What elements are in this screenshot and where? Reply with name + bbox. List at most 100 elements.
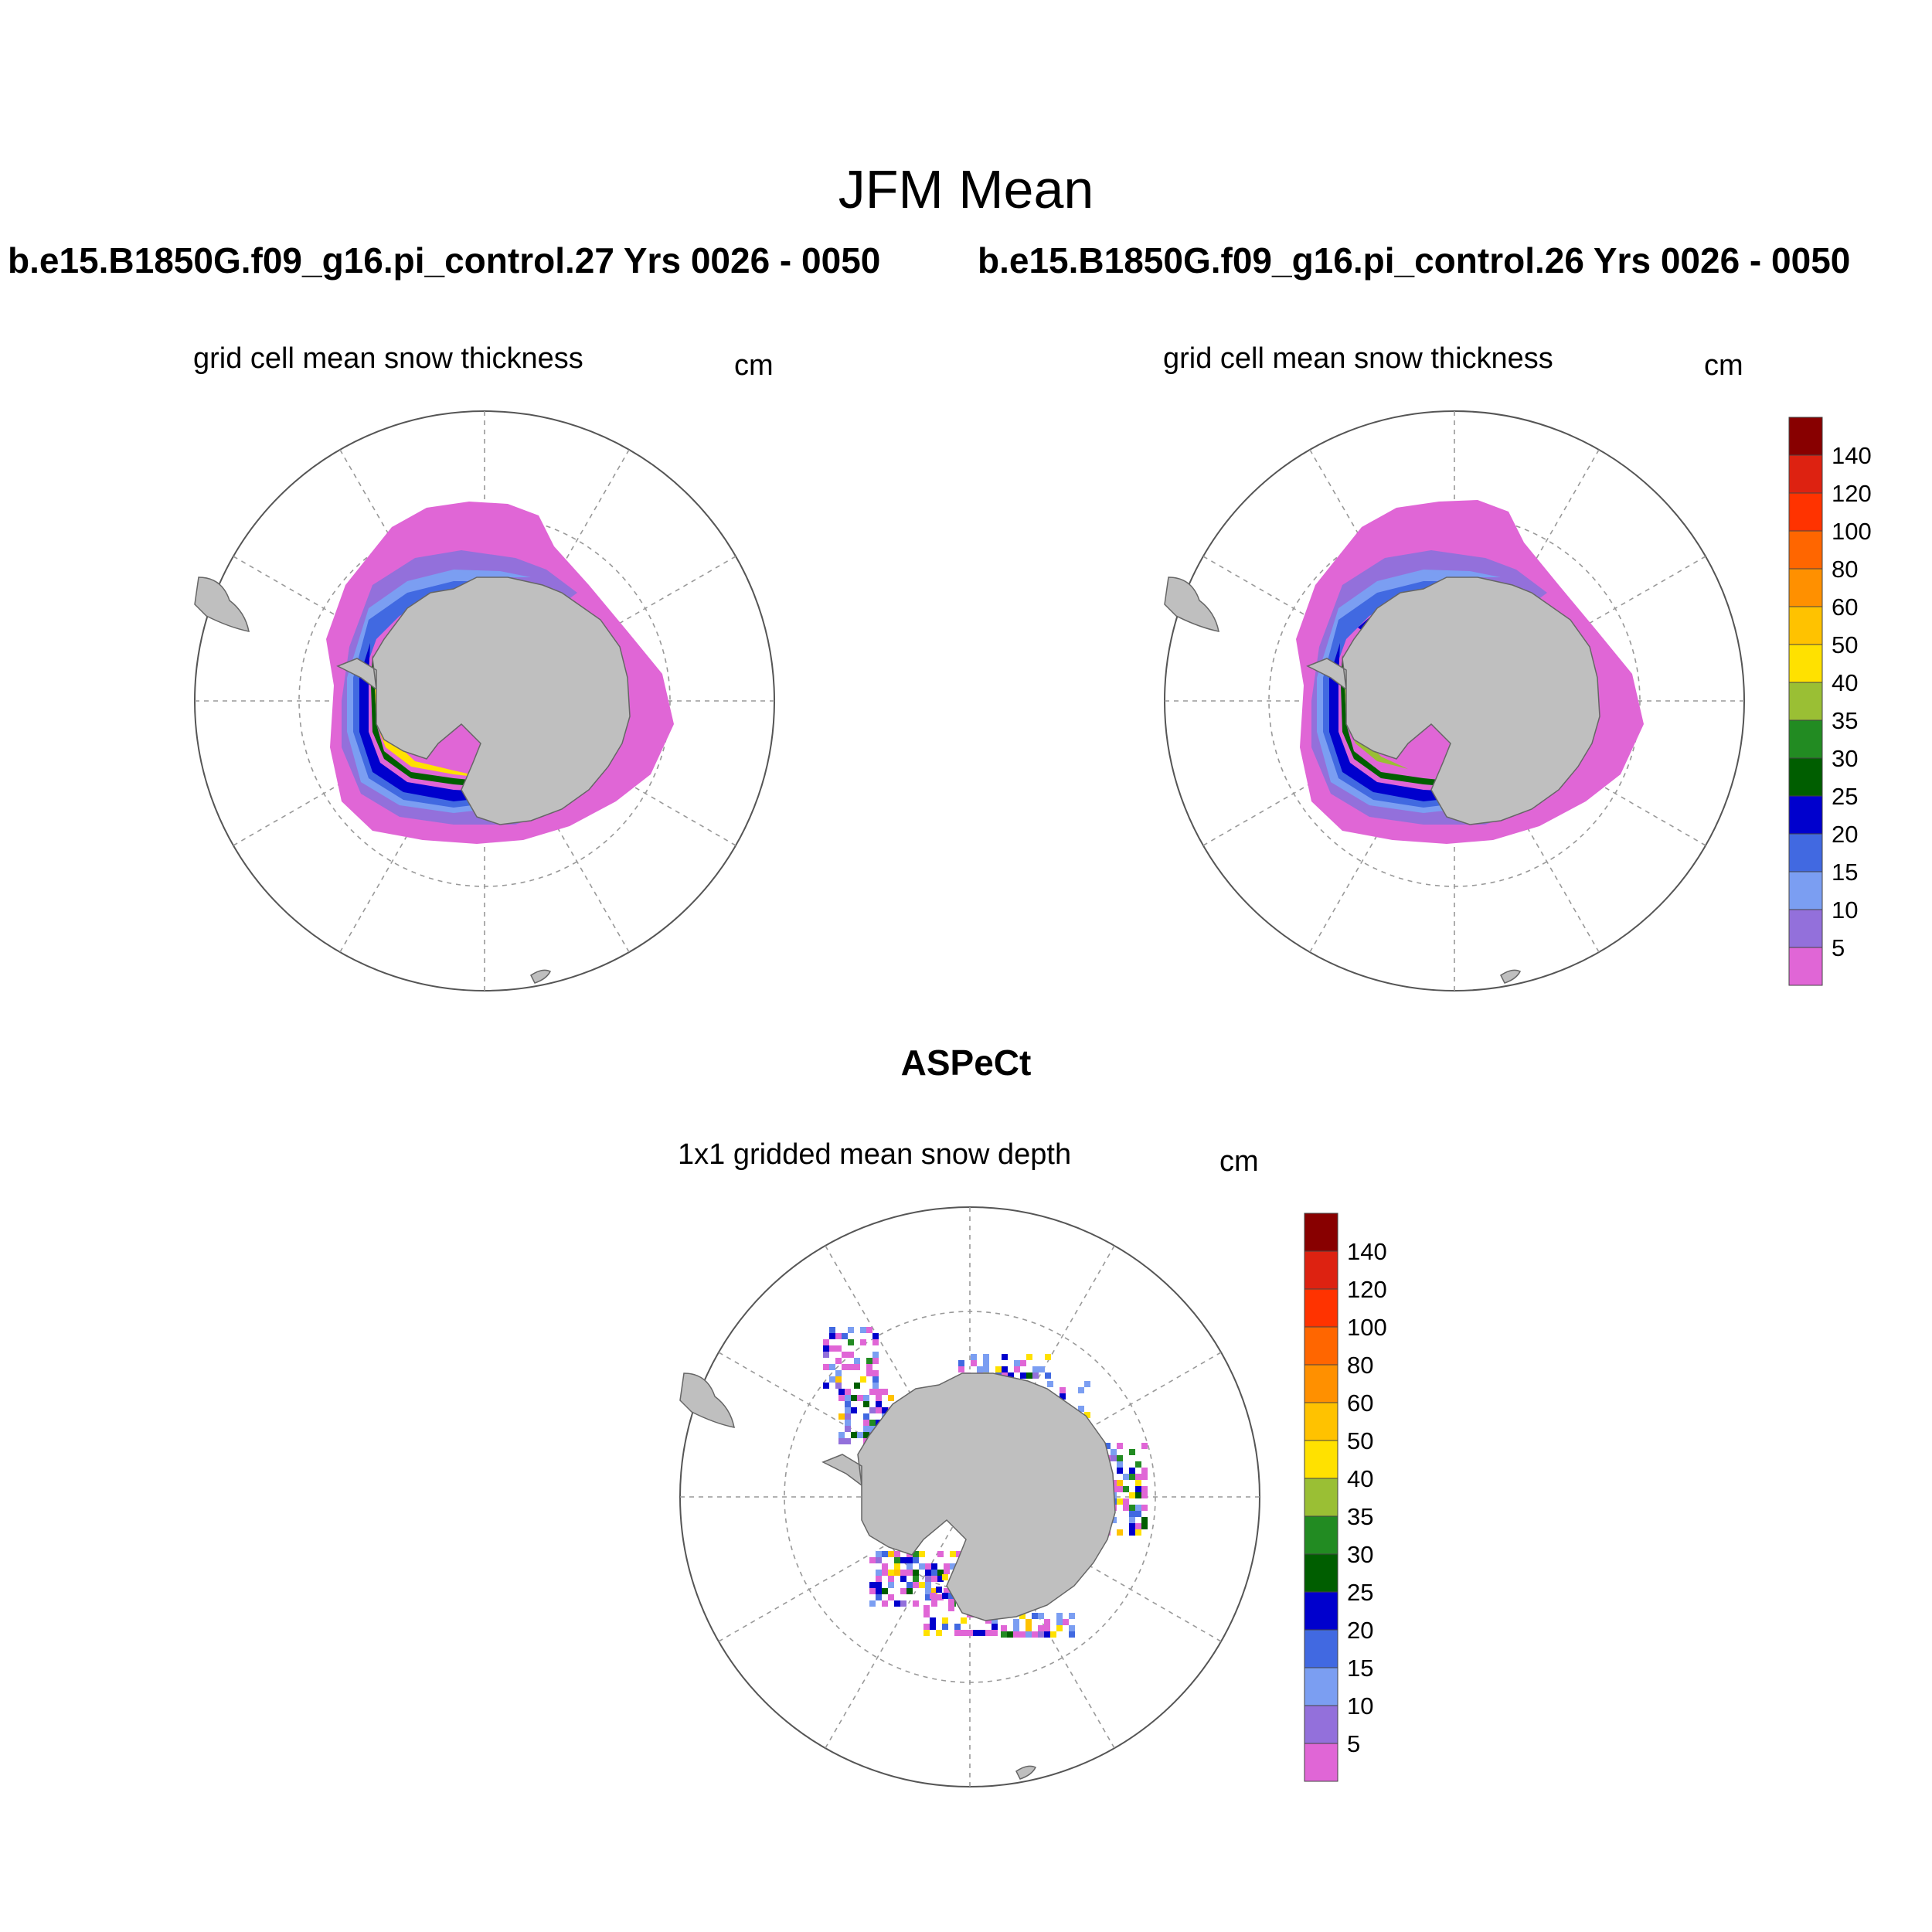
colorbar-swatch: [1304, 1326, 1338, 1366]
obs-pixel: [863, 1395, 869, 1401]
obs-pixel: [1019, 1613, 1026, 1619]
obs-pixel: [1129, 1523, 1135, 1529]
obs-pixel: [1063, 1619, 1069, 1625]
colorbar-top: 5 10 15 20 25 30 35 40 50 60 80 100 120 140: [1788, 417, 1872, 986]
obs-pixel: [913, 1594, 919, 1600]
obs-pixel: [882, 1551, 888, 1557]
obs-pixel: [964, 1360, 971, 1366]
obs-pixel: [838, 1389, 845, 1395]
obs-pixel: [872, 1370, 879, 1376]
obs-pixel: [1129, 1511, 1135, 1517]
colorbar-label: 15: [1832, 859, 1858, 886]
obs-pixel: [876, 1395, 882, 1401]
obs-pixel: [995, 1366, 1002, 1372]
colorbar-swatch: [1304, 1705, 1338, 1744]
obs-pixel: [937, 1551, 944, 1557]
obs-pixel: [842, 1352, 848, 1358]
colorbar-label: 25: [1832, 783, 1858, 810]
obs-pixel: [860, 1327, 866, 1333]
obs-pixel: [906, 1594, 913, 1600]
obs-pixel: [863, 1426, 869, 1432]
obs-pixel: [971, 1360, 977, 1366]
obs-pixel: [876, 1570, 882, 1576]
colorbar-swatch: [1304, 1288, 1338, 1328]
obs-pixel: [950, 1551, 956, 1557]
obs-pixel: [1069, 1613, 1075, 1619]
obs-pixel: [869, 1600, 876, 1607]
obs-pixel: [961, 1630, 967, 1636]
obs-pixel: [1123, 1486, 1129, 1492]
colorbar-label: 120: [1832, 480, 1872, 507]
obs-pixel: [913, 1576, 919, 1582]
obs-pixel: [876, 1413, 882, 1420]
obs-pixel: [1141, 1486, 1148, 1492]
obs-pixel: [930, 1593, 936, 1599]
colorbar-swatch: [1788, 795, 1823, 835]
colorbar-label: 50: [1347, 1427, 1373, 1454]
obs-pixel: [925, 1551, 931, 1557]
obs-pixel: [1117, 1498, 1123, 1505]
obs-pixel: [923, 1630, 930, 1636]
obs-pixel: [919, 1582, 925, 1588]
obs-pixel: [942, 1593, 948, 1599]
obs-pixel: [1056, 1619, 1063, 1625]
map-panel-model-27: [194, 410, 775, 992]
obs-pixel: [954, 1630, 961, 1636]
obs-pixel: [1129, 1449, 1135, 1455]
obs-pixel: [882, 1407, 888, 1413]
obs-pixel: [961, 1617, 967, 1624]
obs-pixel: [1060, 1393, 1066, 1400]
obs-pixel: [823, 1339, 829, 1345]
obs-pixel: [979, 1630, 985, 1636]
obs-pixel: [931, 1570, 937, 1576]
obs-pixel: [1078, 1406, 1084, 1412]
obs-pixel: [866, 1370, 872, 1376]
obs-pixel: [1123, 1474, 1129, 1480]
obs-pixel: [1141, 1511, 1148, 1517]
obs-pixel: [835, 1383, 842, 1389]
obs-pixel: [882, 1570, 888, 1576]
obs-pixel: [1026, 1354, 1032, 1360]
obs-pixel: [869, 1551, 876, 1557]
obs-pixel: [900, 1576, 906, 1582]
colorbar-label: 35: [1832, 707, 1858, 734]
obs-pixel: [1001, 1631, 1007, 1638]
colorbar-swatch: [1304, 1250, 1338, 1290]
colorbar-label: 10: [1347, 1692, 1373, 1719]
colorbar-swatch: [1788, 833, 1823, 872]
obs-pixel: [845, 1407, 851, 1413]
colorbar-label: 10: [1832, 896, 1858, 923]
obs-pixel: [845, 1413, 851, 1420]
obs-pixel: [1084, 1412, 1090, 1418]
obs-pixel: [829, 1345, 835, 1352]
obs-pixel: [954, 1624, 961, 1630]
obs-pixel: [983, 1354, 989, 1360]
obs-pixel: [942, 1624, 948, 1630]
obs-pixel: [1026, 1360, 1032, 1366]
obs-pixel: [838, 1438, 845, 1444]
obs-pixel: [1044, 1625, 1050, 1631]
map-panel-model-26: [1164, 410, 1745, 992]
obs-pixel: [925, 1563, 931, 1570]
obs-pixel: [1069, 1625, 1075, 1631]
obs-pixel: [1135, 1511, 1141, 1517]
obs-pixel: [1084, 1381, 1090, 1387]
obs-pixel: [872, 1352, 879, 1358]
obs-pixel: [900, 1557, 906, 1563]
obs-pixel: [925, 1570, 931, 1576]
obs-pixel: [1123, 1498, 1129, 1505]
obs-pixel: [992, 1617, 998, 1624]
obs-pixel: [876, 1407, 882, 1413]
obs-pixel: [1008, 1372, 1014, 1379]
colorbar-swatch: [1304, 1364, 1338, 1403]
obs-pixel: [1117, 1455, 1123, 1461]
obs-pixel: [863, 1401, 869, 1407]
colorbar-label: 20: [1347, 1617, 1373, 1644]
obs-pixel: [1013, 1625, 1019, 1631]
obs-pixel: [958, 1366, 964, 1372]
colorbar-swatch: [1304, 1402, 1338, 1441]
obs-pixel: [1117, 1443, 1123, 1449]
obs-pixel: [1039, 1366, 1045, 1372]
obs-pixel: [956, 1551, 962, 1557]
obs-pixel: [1045, 1354, 1051, 1360]
